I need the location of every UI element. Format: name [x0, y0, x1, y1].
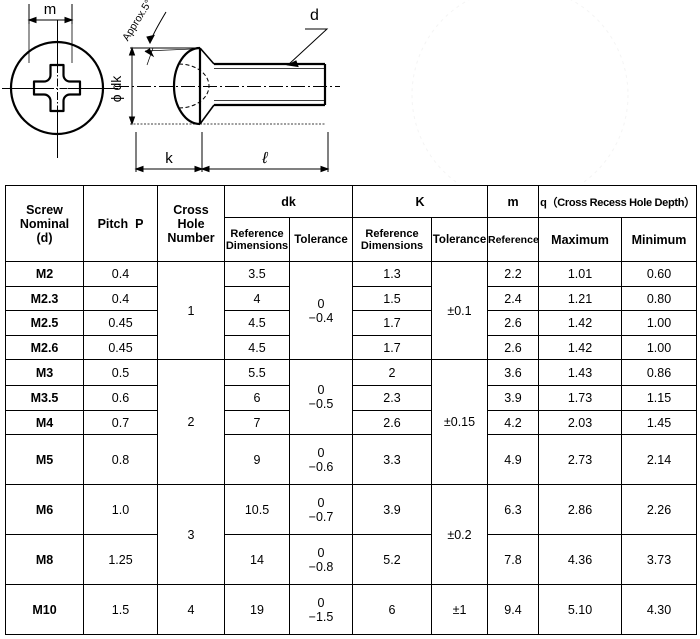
svg-text:k: k — [165, 150, 173, 167]
svg-text:m: m — [44, 1, 57, 18]
svg-text:d: d — [310, 7, 319, 24]
svg-text:ℓ: ℓ — [261, 150, 268, 167]
svg-text:ϕ dk: ϕ dk — [108, 75, 124, 103]
